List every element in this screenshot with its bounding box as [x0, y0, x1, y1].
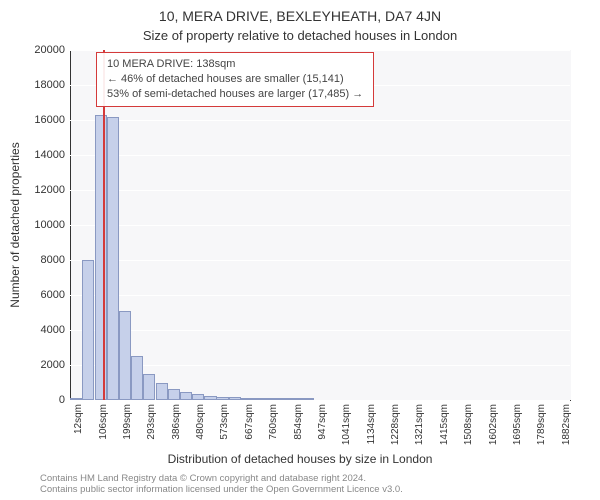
gridline	[70, 50, 570, 51]
histogram-bar	[277, 398, 289, 400]
y-tick-label: 8000	[5, 254, 65, 266]
attribution: Contains HM Land Registry data © Crown c…	[40, 473, 403, 496]
annotation-line1: 10 MERA DRIVE: 138sqm	[107, 57, 363, 72]
y-tick-label: 14000	[5, 149, 65, 161]
y-tick-label: 20000	[5, 44, 65, 56]
histogram-bar	[131, 356, 143, 400]
x-tick-label: 947sqm	[317, 404, 328, 440]
y-tick-label: 2000	[5, 359, 65, 371]
x-tick-label: 1882sqm	[561, 404, 572, 445]
histogram-bar	[168, 389, 180, 400]
attribution-line2: Contains public sector information licen…	[40, 484, 403, 495]
gridline	[70, 260, 570, 261]
chart-container: 10, MERA DRIVE, BEXLEYHEATH, DA7 4JN Siz…	[0, 0, 600, 500]
title-main: 10, MERA DRIVE, BEXLEYHEATH, DA7 4JN	[0, 8, 600, 24]
histogram-bar	[95, 115, 107, 400]
x-tick-label: 480sqm	[195, 404, 206, 440]
x-tick-label: 1321sqm	[414, 404, 425, 445]
x-tick-label: 854sqm	[293, 404, 304, 440]
annotation-line2: ← 46% of detached houses are smaller (15…	[107, 72, 363, 87]
x-tick-label: 573sqm	[219, 404, 230, 440]
x-tick-label: 1508sqm	[463, 404, 474, 445]
x-tick-label: 667sqm	[244, 404, 255, 440]
x-tick-label: 1228sqm	[390, 404, 401, 445]
histogram-bar	[302, 398, 314, 400]
gridline	[70, 120, 570, 121]
histogram-bar	[290, 398, 302, 400]
histogram-bar	[204, 396, 216, 400]
y-tick-label: 18000	[5, 79, 65, 91]
x-tick-label: 1041sqm	[341, 404, 352, 445]
gridline	[70, 365, 570, 366]
histogram-bar	[70, 398, 82, 400]
histogram-bar	[180, 392, 192, 400]
y-tick-label: 10000	[5, 219, 65, 231]
histogram-bar	[107, 117, 119, 401]
x-tick-label: 293sqm	[146, 404, 157, 440]
histogram-bar	[216, 397, 228, 401]
histogram-bar	[265, 398, 277, 400]
gridline	[70, 155, 570, 156]
gridline	[70, 400, 570, 401]
x-tick-label: 1789sqm	[536, 404, 547, 445]
y-tick-label: 4000	[5, 324, 65, 336]
y-tick-label: 16000	[5, 114, 65, 126]
histogram-bar	[192, 394, 204, 400]
x-tick-label: 12sqm	[73, 404, 84, 434]
title-sub: Size of property relative to detached ho…	[0, 28, 600, 43]
y-tick-label: 12000	[5, 184, 65, 196]
annotation-box: 10 MERA DRIVE: 138sqm ← 46% of detached …	[96, 52, 374, 107]
histogram-bar	[253, 398, 265, 400]
x-tick-label: 199sqm	[122, 404, 133, 440]
annotation-line3: 53% of semi-detached houses are larger (…	[107, 87, 363, 102]
x-tick-label: 106sqm	[98, 404, 109, 440]
x-tick-label: 1695sqm	[512, 404, 523, 445]
x-tick-label: 386sqm	[171, 404, 182, 440]
histogram-bar	[156, 383, 168, 401]
gridline	[70, 295, 570, 296]
histogram-bar	[119, 311, 131, 400]
histogram-bar	[241, 398, 253, 400]
histogram-bar	[82, 260, 94, 400]
gridline	[70, 330, 570, 331]
x-tick-label: 1415sqm	[439, 404, 450, 445]
x-tick-label: 1134sqm	[366, 404, 377, 444]
histogram-bar	[143, 374, 155, 400]
histogram-bar	[229, 397, 241, 400]
x-tick-label: 760sqm	[268, 404, 279, 440]
attribution-line1: Contains HM Land Registry data © Crown c…	[40, 473, 403, 484]
x-axis-label: Distribution of detached houses by size …	[0, 452, 600, 466]
x-tick-label: 1602sqm	[488, 404, 499, 445]
gridline	[70, 225, 570, 226]
gridline	[70, 190, 570, 191]
y-tick-label: 6000	[5, 289, 65, 301]
y-tick-label: 0	[5, 394, 65, 406]
